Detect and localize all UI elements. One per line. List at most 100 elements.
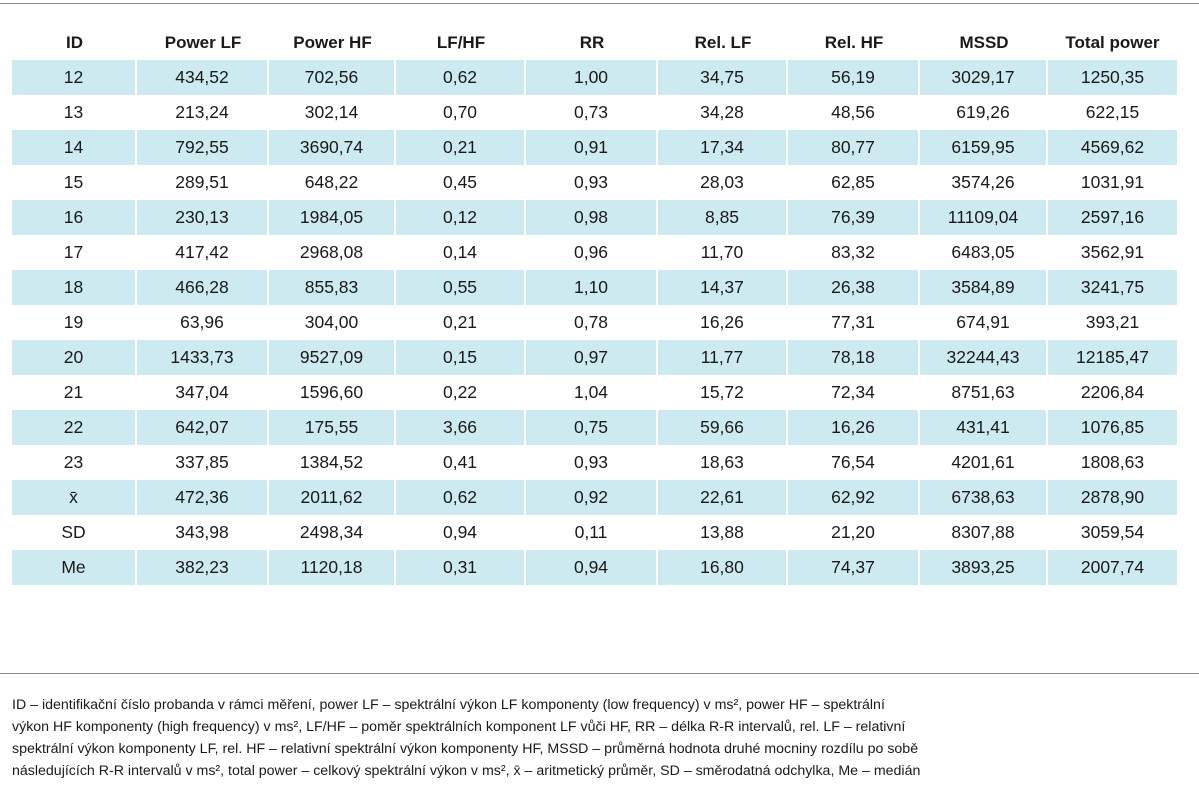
table-cell-power-hf: 3690,74 bbox=[269, 130, 396, 165]
table-cell-power-lf: 347,04 bbox=[137, 375, 269, 410]
column-header-rel-hf: Rel. HF bbox=[824, 33, 884, 52]
table-cell-power-lf: 213,24 bbox=[137, 95, 269, 130]
table-cell-power-hf: 1596,60 bbox=[269, 375, 396, 410]
table-cell-rr: 1,00 bbox=[526, 60, 658, 95]
table-row: 12 434,52 702,56 0,62 1,00 34,75 56,19 3029,17 1… bbox=[12, 60, 1177, 95]
table-cell-power-lf: 63,96 bbox=[137, 305, 269, 340]
table-cell-power-lf: 343,98 bbox=[137, 515, 269, 550]
table-cell-total-power: 12185,47 bbox=[1048, 340, 1177, 375]
table-cell-id: 19 bbox=[12, 305, 137, 340]
table-cell-lf-hf: 0,31 bbox=[396, 550, 526, 585]
table-cell-power-hf: 302,14 bbox=[269, 95, 396, 130]
table-cell-rel-lf: 34,28 bbox=[658, 95, 788, 130]
table-cell-lf-hf: 0,41 bbox=[396, 445, 526, 480]
table-body: 12 434,52 702,56 0,62 1,00 34,75 56,19 3029,17 1… bbox=[12, 60, 1177, 585]
table-cell-rr: 0,96 bbox=[526, 235, 658, 270]
column-header-rel-lf: Rel. LF bbox=[694, 33, 752, 52]
table-cell-power-hf: 2498,34 bbox=[269, 515, 396, 550]
table-cell-rel-hf: 26,38 bbox=[788, 270, 920, 305]
table-cell-rel-hf: 21,20 bbox=[788, 515, 920, 550]
table-cell-id: 21 bbox=[12, 375, 137, 410]
table-cell-rr: 0,92 bbox=[526, 480, 658, 515]
table-cell-rel-lf: 16,26 bbox=[658, 305, 788, 340]
table-cell-rel-hf: 62,85 bbox=[788, 165, 920, 200]
footnote-line: ID – identifikační číslo probanda v rámc… bbox=[12, 697, 885, 713]
table-cell-rel-lf: 13,88 bbox=[658, 515, 788, 550]
table-cell-total-power: 2007,74 bbox=[1048, 550, 1177, 585]
table-cell-lf-hf: 0,14 bbox=[396, 235, 526, 270]
table-cell-id: 23 bbox=[12, 445, 137, 480]
table-cell-id: Me bbox=[12, 550, 137, 585]
table-cell-rel-lf: 11,70 bbox=[658, 235, 788, 270]
table-cell-power-hf: 855,83 bbox=[269, 270, 396, 305]
table-cell-lf-hf: 0,62 bbox=[396, 480, 526, 515]
table-cell-rel-hf: 83,32 bbox=[788, 235, 920, 270]
table-cell-power-lf: 289,51 bbox=[137, 165, 269, 200]
table-cell-id: 16 bbox=[12, 200, 137, 235]
table-row: Me 382,23 1120,18 0,31 0,94 16,80 74,37 3893,25… bbox=[12, 550, 1177, 585]
table-cell-id: SD bbox=[12, 515, 137, 550]
table-cell-mssd: 11109,04 bbox=[920, 200, 1048, 235]
table-cell-total-power: 1031,91 bbox=[1048, 165, 1177, 200]
table-cell-id: 18 bbox=[12, 270, 137, 305]
table-cell-rr: 0,11 bbox=[526, 515, 658, 550]
table-cell-rel-hf: 76,39 bbox=[788, 200, 920, 235]
table-cell-power-lf: 434,52 bbox=[137, 60, 269, 95]
table-cell-power-lf: 337,85 bbox=[137, 445, 269, 480]
table-row: 19 63,96 304,00 0,21 0,78 16,26 77,31 674,91 393… bbox=[12, 305, 1177, 340]
column-header-id: ID bbox=[66, 33, 83, 52]
table-cell-power-lf: 792,55 bbox=[137, 130, 269, 165]
table-cell-lf-hf: 0,12 bbox=[396, 200, 526, 235]
table-cell-rel-lf: 15,72 bbox=[658, 375, 788, 410]
table-cell-total-power: 3562,91 bbox=[1048, 235, 1177, 270]
table-footnote: ID – identifikační číslo probanda v rámc… bbox=[12, 694, 1182, 782]
table-cell-rel-hf: 72,34 bbox=[788, 375, 920, 410]
table-row: 16 230,13 1984,05 0,12 0,98 8,85 76,39 11109,04… bbox=[12, 200, 1177, 235]
table-cell-mssd: 32244,43 bbox=[920, 340, 1048, 375]
table-cell-power-hf: 9527,09 bbox=[269, 340, 396, 375]
table-cell-power-lf: 382,23 bbox=[137, 550, 269, 585]
table-cell-lf-hf: 0,22 bbox=[396, 375, 526, 410]
table-cell-rel-hf: 56,19 bbox=[788, 60, 920, 95]
table-cell-mssd: 6159,95 bbox=[920, 130, 1048, 165]
table-row: 13 213,24 302,14 0,70 0,73 34,28 48,56 619,26 62… bbox=[12, 95, 1177, 130]
table-row: 22 642,07 175,55 3,66 0,75 59,66 16,26 431,41 10… bbox=[12, 410, 1177, 445]
table-cell-power-hf: 1120,18 bbox=[269, 550, 396, 585]
table-cell-lf-hf: 0,55 bbox=[396, 270, 526, 305]
table-cell-total-power: 1250,35 bbox=[1048, 60, 1177, 95]
table-cell-rr: 0,91 bbox=[526, 130, 658, 165]
column-header-power-lf: Power LF bbox=[164, 33, 242, 52]
hrv-data-table: ID Power LF Power HF LF/HF RR Rel. LF Rel. HF M… bbox=[12, 26, 1177, 585]
table-cell-lf-hf: 0,21 bbox=[396, 130, 526, 165]
table-cell-total-power: 1808,63 bbox=[1048, 445, 1177, 480]
table-cell-rr: 1,04 bbox=[526, 375, 658, 410]
table-cell-total-power: 1076,85 bbox=[1048, 410, 1177, 445]
table-cell-total-power: 4569,62 bbox=[1048, 130, 1177, 165]
table-cell-id: 20 bbox=[12, 340, 137, 375]
table-cell-mssd: 431,41 bbox=[920, 410, 1048, 445]
table-cell-rr: 0,75 bbox=[526, 410, 658, 445]
table-cell-rel-hf: 77,31 bbox=[788, 305, 920, 340]
table-cell-mssd: 8307,88 bbox=[920, 515, 1048, 550]
table-cell-total-power: 622,15 bbox=[1048, 95, 1177, 130]
table-cell-rel-lf: 16,80 bbox=[658, 550, 788, 585]
table-cell-lf-hf: 0,62 bbox=[396, 60, 526, 95]
table-cell-lf-hf: 0,45 bbox=[396, 165, 526, 200]
table-cell-mssd: 4201,61 bbox=[920, 445, 1048, 480]
table-row: 15 289,51 648,22 0,45 0,93 28,03 62,85 3574,26 1… bbox=[12, 165, 1177, 200]
table-cell-mssd: 3574,26 bbox=[920, 165, 1048, 200]
table-cell-rel-lf: 34,75 bbox=[658, 60, 788, 95]
table-cell-power-hf: 2968,08 bbox=[269, 235, 396, 270]
table-cell-power-hf: 2011,62 bbox=[269, 480, 396, 515]
table-cell-rel-hf: 62,92 bbox=[788, 480, 920, 515]
table-cell-lf-hf: 0,21 bbox=[396, 305, 526, 340]
column-header-rr: RR bbox=[579, 33, 605, 52]
table-cell-total-power: 2206,84 bbox=[1048, 375, 1177, 410]
table-cell-lf-hf: 3,66 bbox=[396, 410, 526, 445]
table-cell-power-hf: 1984,05 bbox=[269, 200, 396, 235]
table-cell-total-power: 2878,90 bbox=[1048, 480, 1177, 515]
table-cell-rel-hf: 76,54 bbox=[788, 445, 920, 480]
table-cell-power-lf: 417,42 bbox=[137, 235, 269, 270]
table-cell-rel-hf: 48,56 bbox=[788, 95, 920, 130]
table-cell-total-power: 3059,54 bbox=[1048, 515, 1177, 550]
